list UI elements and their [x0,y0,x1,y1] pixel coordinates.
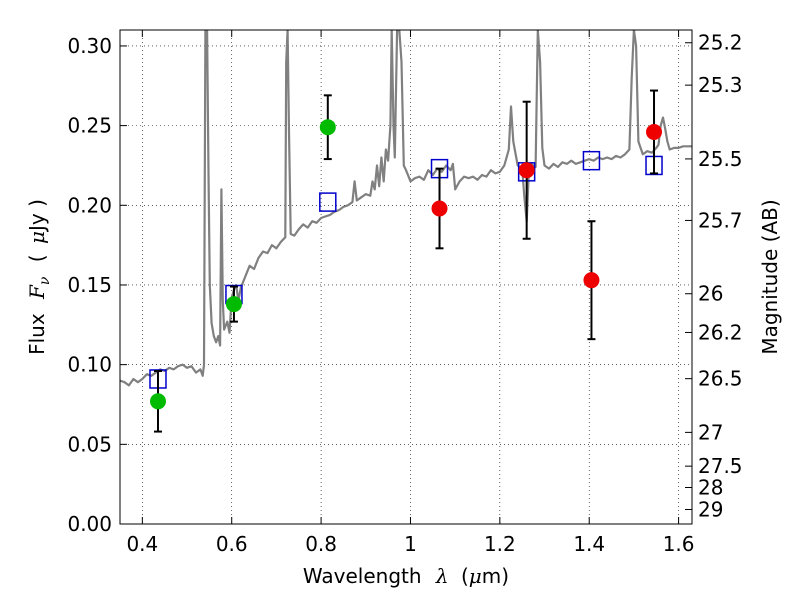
mag-tick-label: 27 [698,420,723,444]
y-axis-title-prefix: Flux [25,313,49,355]
observed-flux-point [646,123,663,140]
data-layer [120,30,692,433]
x-axis-symbol: λ [435,564,449,588]
mag-tick-label: 26 [698,282,723,306]
observed-flux-point [583,272,600,289]
x-tick-label: 0.8 [305,532,337,556]
y-tick-label: 0.10 [67,353,112,377]
mag-tick-label: 25.5 [698,147,743,171]
y-tick-label: 0.15 [67,273,112,297]
x-axis-unit-open: ( [461,564,469,588]
x-axis-title-prefix: Wavelength [303,564,422,588]
y2-axis-title: Magnitude (AB) [758,199,782,354]
y-axis-unit-rest: Jy ) [25,199,49,233]
mag-tick-label: 27.5 [698,454,743,478]
y-tick-label: 0.25 [67,114,112,138]
observed-flux-point [319,119,336,136]
x-tick-label: 1.4 [573,532,605,556]
observed-flux-point [149,393,166,410]
mag-tick-label: 26.2 [698,320,743,344]
y-tick-label: 0.30 [67,34,112,58]
mag-tick-label: 25.2 [698,31,743,55]
model-spectrum-line [120,30,692,387]
mag-tick-label: 25.3 [698,73,743,97]
plot-frame [119,29,693,525]
x-tick-label: 1 [404,532,417,556]
x-axis-unit-rest: m) [482,564,509,588]
mag-tick-label: 28 [698,476,723,500]
x-tick-label: 0.4 [126,532,158,556]
y-axis-unit-open: ( [25,254,49,262]
tick-labels: 0.4 0.6 0.8 1 1.2 1.4 1.6 0.00 0.05 0.10 0.15 0.20 0… [67,31,742,556]
model-flux-square [319,192,337,212]
observed-flux-point [431,200,448,217]
y-axis-symbol: F [25,284,49,300]
x-tick-label: 1.6 [663,532,695,556]
observed-flux-point [225,296,242,313]
mag-tick-label: 29 [698,497,723,521]
mag-tick-label: 26.5 [698,367,743,391]
x-tick-label: 0.6 [216,532,248,556]
x-axis-unit-mu: μ [469,564,482,588]
y-axis-title: Flux Fν ( μJy ) [25,199,54,355]
mag-tick-label: 25.7 [698,208,743,232]
y-axis-unit-mu: μ [25,231,49,244]
y-tick-label: 0.00 [67,512,112,536]
y-tick-label: 0.20 [67,193,112,217]
observed-flux-point [518,162,535,179]
model-flux-square [582,150,601,171]
axis-ticks [120,30,692,525]
y-axis-symbol-sub: ν [37,276,53,285]
x-tick-label: 1.2 [484,532,516,556]
x-axis-title: Wavelength λ (μm) [303,564,509,588]
y-tick-label: 0.05 [67,432,112,456]
